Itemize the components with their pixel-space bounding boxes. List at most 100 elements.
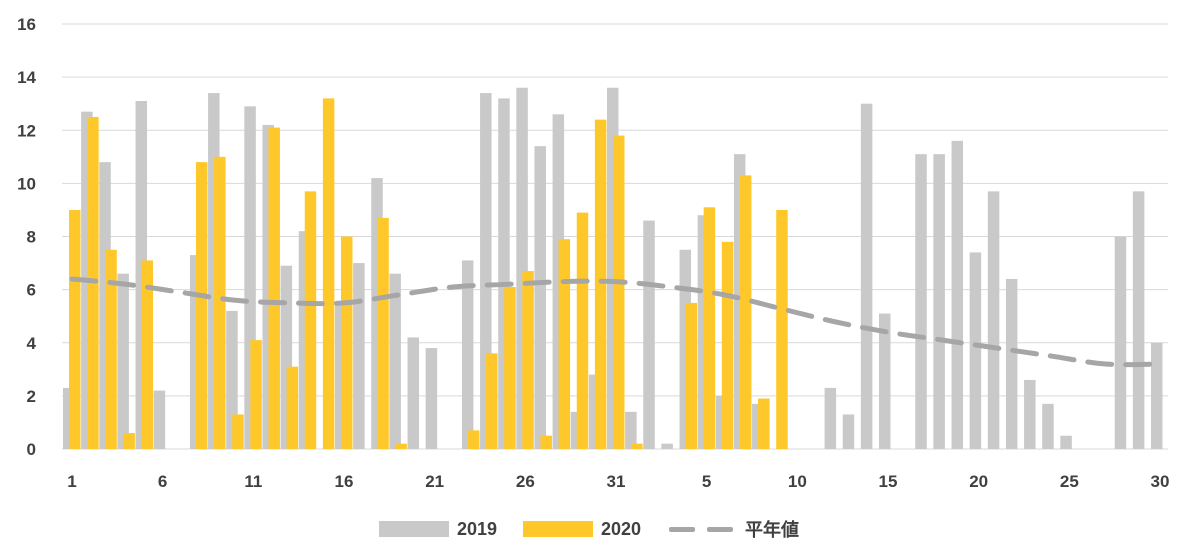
bar-2019 bbox=[1151, 342, 1163, 449]
y-tick-label: 16 bbox=[17, 15, 36, 34]
bar-2020 bbox=[758, 398, 770, 449]
bar-2019 bbox=[824, 387, 837, 449]
bar-2019 bbox=[480, 93, 492, 449]
bar-2020 bbox=[594, 119, 607, 449]
bar-2019 bbox=[99, 162, 111, 449]
bar-2020 bbox=[703, 207, 716, 449]
bar-2020 bbox=[214, 156, 226, 449]
legend-label-2020: 2020 bbox=[601, 518, 642, 539]
legend: 2019 2020 平年値 bbox=[0, 514, 1178, 544]
y-tick-label: 0 bbox=[27, 440, 36, 459]
bar-2019 bbox=[407, 337, 420, 449]
bar-2019 bbox=[588, 374, 601, 449]
bar-2020 bbox=[486, 353, 498, 449]
bar-2019 bbox=[498, 98, 510, 449]
bar-2019 bbox=[879, 313, 891, 449]
x-tick-label: 5 bbox=[702, 472, 711, 491]
bar-2020 bbox=[250, 340, 262, 449]
x-tick-label: 1 bbox=[67, 472, 76, 491]
legend-swatch-2020 bbox=[523, 521, 593, 537]
y-tick-label: 12 bbox=[17, 121, 36, 140]
bar-2019 bbox=[153, 390, 166, 449]
x-tick-label: 21 bbox=[425, 472, 444, 491]
bar-2020 bbox=[721, 241, 734, 449]
bar-2020 bbox=[540, 435, 552, 449]
legend-swatch-2019 bbox=[378, 521, 449, 537]
y-tick-label: 8 bbox=[27, 228, 36, 247]
bar-2019 bbox=[1114, 236, 1127, 449]
x-tick-label: 26 bbox=[516, 472, 535, 491]
x-tick-label: 11 bbox=[244, 472, 262, 491]
x-axis-ticks: 1 6 11 16 21 26 31 5 10 15 20 25 30 bbox=[67, 472, 1169, 491]
bar-2019 bbox=[298, 231, 311, 449]
x-tick-label: 6 bbox=[158, 472, 167, 491]
bar-2020 bbox=[105, 249, 117, 449]
bar-2019 bbox=[117, 273, 129, 449]
bar-2019 bbox=[661, 443, 673, 449]
bar-2019 bbox=[63, 387, 75, 449]
y-tick-label: 14 bbox=[17, 68, 36, 87]
y-tick-label: 4 bbox=[27, 334, 37, 353]
bar-2019 bbox=[1042, 403, 1054, 449]
bar-2020 bbox=[322, 98, 335, 449]
bar-2020 bbox=[268, 127, 280, 449]
bar-2019 bbox=[607, 87, 619, 449]
bar-2020 bbox=[141, 260, 154, 449]
legend-label-2019: 2019 bbox=[456, 518, 497, 539]
bar-2019 bbox=[425, 348, 438, 449]
series-normal-line bbox=[69, 276, 1163, 368]
bar-2019 bbox=[987, 191, 1000, 449]
bar-2020 bbox=[739, 175, 752, 449]
bar-2020 bbox=[304, 191, 317, 449]
bar-2019 bbox=[262, 124, 274, 449]
y-tick-label: 2 bbox=[27, 387, 36, 406]
bar-2020 bbox=[685, 302, 698, 449]
bar-2019 bbox=[189, 255, 202, 449]
bar-2019 bbox=[552, 114, 565, 449]
x-tick-label: 15 bbox=[879, 472, 898, 491]
bar-2020 bbox=[576, 212, 589, 449]
bar-2020 bbox=[69, 209, 81, 449]
bar-2019 bbox=[915, 154, 927, 449]
bar-2020 bbox=[341, 236, 353, 449]
y-tick-label: 10 bbox=[17, 174, 36, 193]
bar-2019 bbox=[733, 154, 746, 449]
bar-2020 bbox=[286, 366, 299, 449]
x-tick-label: 10 bbox=[788, 472, 807, 491]
bar-2020 bbox=[467, 430, 480, 449]
x-tick-label: 20 bbox=[969, 472, 988, 491]
bar-2019 bbox=[842, 414, 855, 449]
bar-2019 bbox=[969, 252, 982, 449]
bar-2019 bbox=[625, 411, 637, 449]
bar-2019 bbox=[516, 87, 528, 449]
bar-2020 bbox=[232, 414, 244, 449]
bar-2019 bbox=[752, 403, 764, 449]
normal-line bbox=[69, 276, 1163, 368]
legend-label-normal: 平年値 bbox=[745, 520, 800, 540]
bar-2019 bbox=[371, 178, 383, 449]
bar-2019 bbox=[1060, 435, 1072, 449]
bar-2019 bbox=[715, 395, 728, 449]
x-tick-label: 25 bbox=[1060, 472, 1079, 491]
bar-2020 bbox=[123, 433, 135, 449]
bar-2020 bbox=[377, 217, 389, 449]
y-tick-label: 6 bbox=[27, 281, 36, 300]
bar-2019 bbox=[1005, 279, 1018, 449]
bar-2019 bbox=[643, 220, 655, 449]
bar-2019 bbox=[208, 93, 220, 449]
legend-item-2020: 2020 bbox=[523, 519, 641, 540]
bar-2020 bbox=[613, 135, 625, 449]
bar-2019 bbox=[461, 260, 474, 449]
bar-2019 bbox=[1024, 379, 1036, 449]
x-tick-label: 16 bbox=[335, 472, 354, 491]
bar-2019 bbox=[353, 263, 365, 449]
y-axis-ticks: 0 2 4 6 8 10 12 14 16 bbox=[17, 15, 36, 459]
bar-2019 bbox=[860, 103, 873, 449]
x-tick-label: 30 bbox=[1151, 472, 1170, 491]
bar-2019 bbox=[226, 310, 238, 449]
bar-2020 bbox=[195, 162, 208, 449]
bar-2019 bbox=[679, 249, 692, 449]
bar-2019 bbox=[135, 101, 148, 449]
bar-2019 bbox=[280, 265, 293, 449]
legend-item-normal: 平年値 bbox=[667, 516, 799, 542]
